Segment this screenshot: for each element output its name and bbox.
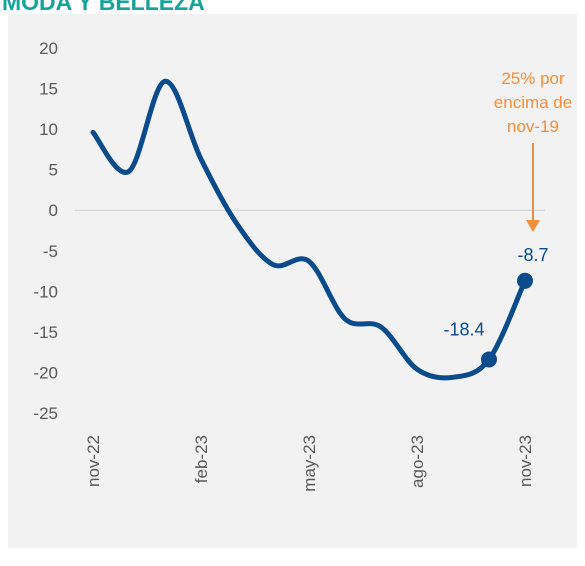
y-tick-label: -25 bbox=[33, 404, 58, 423]
y-tick-label: -20 bbox=[33, 363, 58, 382]
annotation: encima de bbox=[494, 93, 572, 112]
y-tick-label: 20 bbox=[39, 39, 58, 58]
x-tick-label: ago-23 bbox=[408, 435, 427, 488]
y-tick-label: 15 bbox=[39, 80, 58, 99]
x-tick-label: feb-23 bbox=[192, 435, 211, 483]
point bbox=[481, 351, 497, 368]
annotation: nov-19 bbox=[507, 117, 559, 136]
point bbox=[517, 272, 533, 289]
annotation: 25% por bbox=[501, 69, 565, 88]
chart-title: MODA Y BELLEZA bbox=[2, 0, 205, 15]
y-tick-label: 10 bbox=[39, 120, 58, 139]
x-tick-label: nov-22 bbox=[84, 435, 103, 487]
x-tick-label: may-23 bbox=[300, 435, 319, 492]
data-label: -18.4 bbox=[443, 319, 484, 339]
y-tick-label: -10 bbox=[33, 282, 58, 301]
y-tick-label: -5 bbox=[43, 242, 58, 261]
data-label: -8.7 bbox=[517, 245, 548, 265]
arrow-head bbox=[526, 220, 540, 232]
line bbox=[90, 78, 528, 381]
x-tick-label: nov-23 bbox=[516, 435, 535, 487]
panel bbox=[8, 14, 577, 548]
y-tick-label: -15 bbox=[33, 323, 58, 342]
y-tick-label: 0 bbox=[49, 201, 58, 220]
y-tick-label: 5 bbox=[49, 161, 58, 180]
